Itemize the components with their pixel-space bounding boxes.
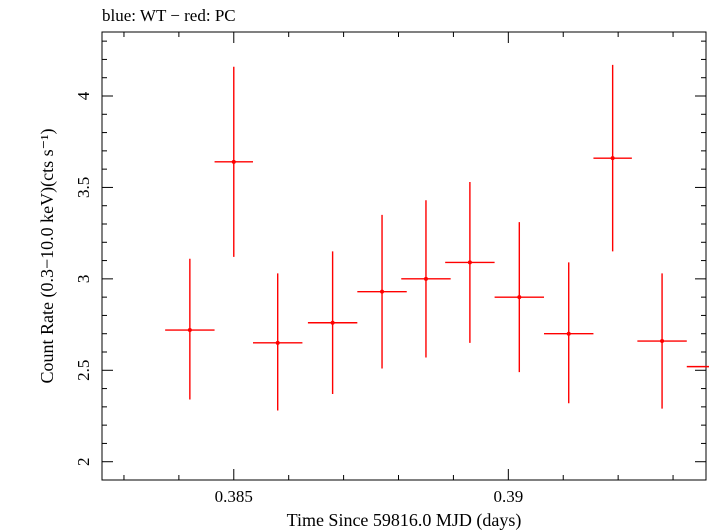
y-tick-label: 3.5 [74,177,93,198]
data-point [494,222,545,373]
data-point [401,200,451,358]
x-tick-label: 0.39 [493,487,523,506]
data-point [544,262,594,404]
x-tick-label: 0.385 [215,487,253,506]
point-marker [330,320,335,325]
point-marker [187,328,192,333]
point-marker [380,289,385,294]
data-points [165,64,709,411]
y-axis-label: Count Rate (0.3−10.0 keV)(cts s⁻¹) [37,128,58,383]
plot-frame [101,31,707,481]
y-tick-label: 3 [74,275,93,284]
point-marker [517,295,522,300]
point-marker [231,159,236,164]
data-point [593,64,632,252]
data-point [307,251,358,395]
chart-header: blue: WT − red: PC [102,6,236,25]
data-point [686,365,709,368]
point-marker [423,276,428,281]
y-tick-label: 2.5 [74,360,93,381]
y-tick-label: 4 [74,91,93,100]
data-point [165,258,215,400]
point-marker [467,260,472,265]
data-point [214,66,253,257]
axis-ticks [102,32,706,481]
point-marker [660,339,665,344]
point-marker [566,331,571,336]
data-point [253,273,303,411]
x-axis-label: Time Since 59816.0 MJD (days) [287,510,522,531]
point-marker [275,340,280,345]
data-point [357,214,407,369]
y-tick-label: 2 [74,457,93,466]
point-marker [610,156,615,161]
data-point [637,273,687,409]
data-point [445,181,495,343]
